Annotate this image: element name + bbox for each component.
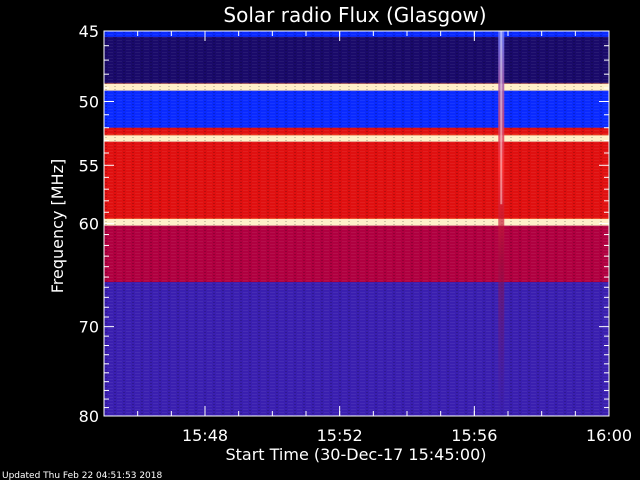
x-axis-label: Start Time (30-Dec-17 15:45:00) (225, 445, 486, 464)
x-tick-label: 16:00 (586, 426, 632, 445)
chart-title: Solar radio Flux (Glasgow) (223, 3, 486, 27)
y-tick-label: 45 (79, 22, 99, 41)
y-tick-label: 50 (79, 93, 99, 112)
y-tick-label: 70 (79, 318, 99, 337)
x-tick-label: 15:56 (451, 426, 497, 445)
y-axis-label: Frequency [MHz] (48, 159, 67, 293)
y-tick-label: 80 (79, 407, 99, 426)
radio-burst-core (500, 31, 503, 205)
tick-marks: 15:48 15:52 15:56 16:00 45 50 55 60 70 80 (79, 22, 632, 445)
y-tick-label: 55 (79, 156, 99, 175)
x-tick-label: 15:48 (182, 426, 228, 445)
texture-overlay (104, 31, 609, 416)
radio-burst (498, 31, 505, 416)
updated-timestamp: Updated Thu Feb 22 04:51:53 2018 (2, 471, 163, 480)
y-tick-label: 60 (79, 215, 99, 234)
plot-area (104, 31, 609, 416)
x-tick-label: 15:52 (317, 426, 363, 445)
